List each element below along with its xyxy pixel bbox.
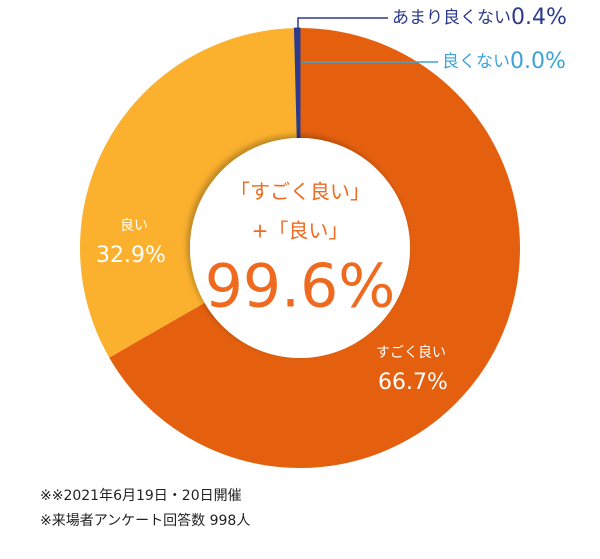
outer-label: 良くない0.0%	[442, 49, 566, 74]
category-label: すごく良い	[376, 345, 446, 361]
value-label: 32.9%	[96, 243, 166, 268]
category-label: 良くない	[442, 52, 510, 72]
note: ※※2021年6月19日・20日開催	[40, 488, 242, 504]
category-label: 良い	[120, 218, 148, 234]
center-text: +「良い」	[252, 219, 349, 243]
leader-line	[297, 17, 388, 128]
donut-segment	[109, 28, 520, 468]
outer-label: あまり良くない0.4%	[392, 5, 567, 30]
center-text: 「すごく良い」	[230, 180, 370, 204]
category-label: あまり良くない	[392, 8, 511, 28]
center-value: 99.6%	[205, 252, 396, 322]
donut-hole	[190, 138, 410, 358]
note: ※来場者アンケート回答数 998人	[40, 512, 250, 529]
value-label: 66.7%	[378, 370, 448, 395]
value-label: 0.0%	[510, 49, 566, 74]
value-label: 0.4%	[511, 5, 567, 30]
donut-segment	[79, 28, 298, 358]
